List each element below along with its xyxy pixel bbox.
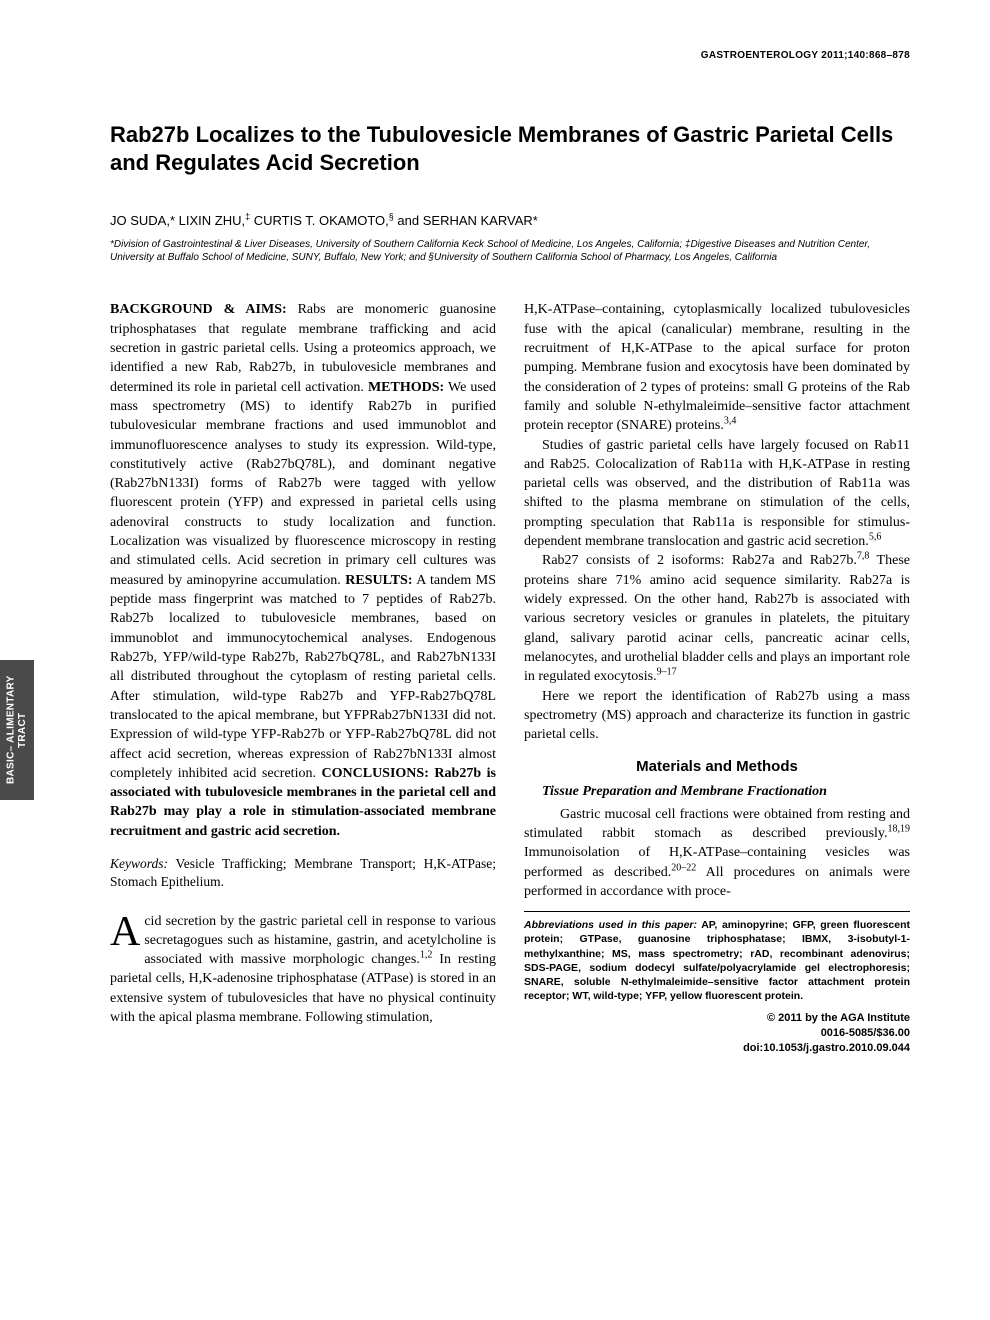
abstract-background-label: BACKGROUND & AIMS: xyxy=(110,302,287,317)
abstract-results-text: A tandem MS peptide mass fingerprint was… xyxy=(110,573,496,781)
copyright-line: © 2011 by the AGA Institute xyxy=(524,1011,910,1026)
intro-p5: Here we report the identification of Rab… xyxy=(524,689,910,743)
intro-para-2: H,K-ATPase–containing, cytoplasmically l… xyxy=(524,300,910,435)
keywords-text: Vesicle Trafficking; Membrane Transport;… xyxy=(110,856,496,889)
footer-meta: © 2011 by the AGA Institute 0016-5085/$3… xyxy=(524,1011,910,1056)
section-heading-methods: Materials and Methods xyxy=(524,757,910,778)
citation-ref[interactable]: 7,8 xyxy=(857,551,870,562)
citation-ref[interactable]: 20–22 xyxy=(671,862,696,873)
intro-para-4: Rab27 consists of 2 isoforms: Rab27a and… xyxy=(524,551,910,686)
methods-p1a: Gastric mucosal cell fractions were obta… xyxy=(524,807,910,841)
abstract-conclusions-label: CONCLUSIONS: xyxy=(322,766,429,781)
subsection-heading-tissue: Tissue Preparation and Membrane Fraction… xyxy=(542,783,910,801)
affiliations: *Division of Gastrointestinal & Liver Di… xyxy=(110,238,910,264)
methods-para-1: Gastric mucosal cell fractions were obta… xyxy=(524,805,910,902)
abstract: BACKGROUND & AIMS: Rabs are monomeric gu… xyxy=(110,300,496,841)
dropcap: A xyxy=(110,912,144,951)
two-column-body: BACKGROUND & AIMS: Rabs are monomeric gu… xyxy=(110,300,910,1056)
intro-p4b: These proteins share 71% amino acid sequ… xyxy=(524,553,910,684)
intro-p2a: H,K-ATPase–containing, cytoplasmically l… xyxy=(524,302,910,433)
intro-para-5: Here we report the identification of Rab… xyxy=(524,687,910,745)
citation-ref[interactable]: 9–17 xyxy=(657,667,677,678)
abstract-results-label: RESULTS: xyxy=(345,573,412,588)
column-right: H,K-ATPase–containing, cytoplasmically l… xyxy=(524,300,910,1056)
authors-text: JO SUDA,* LIXIN ZHU,‡ CURTIS T. OKAMOTO,… xyxy=(110,213,538,228)
article-title: Rab27b Localizes to the Tubulovesicle Me… xyxy=(110,121,910,176)
abstract-methods-text: We used mass spectrometry (MS) to identi… xyxy=(110,380,496,588)
column-left: BACKGROUND & AIMS: Rabs are monomeric gu… xyxy=(110,300,496,1056)
page: GASTROENTEROLOGY 2011;140:868–878 Rab27b… xyxy=(0,0,990,1096)
abbreviations-text: AP, aminopyrine; GFP, green fluorescent … xyxy=(524,919,910,1002)
author-line: JO SUDA,* LIXIN ZHU,‡ CURTIS T. OKAMOTO,… xyxy=(110,212,910,228)
citation-ref[interactable]: 3,4 xyxy=(724,416,737,427)
citation-ref[interactable]: 1,2 xyxy=(420,949,433,960)
abbreviations-box: Abbreviations used in this paper: AP, am… xyxy=(524,911,910,1056)
citation-ref[interactable]: 5,6 xyxy=(869,531,882,542)
intro-p3: Studies of gastric parietal cells have l… xyxy=(524,438,910,550)
issn-line: 0016-5085/$36.00 xyxy=(524,1026,910,1041)
intro-p4a: Rab27 consists of 2 isoforms: Rab27a and… xyxy=(542,553,857,568)
doi-line: doi:10.1053/j.gastro.2010.09.044 xyxy=(524,1041,910,1056)
intro-para-1: Acid secretion by the gastric parietal c… xyxy=(110,912,496,1028)
abbreviations-label: Abbreviations used in this paper: xyxy=(524,919,697,931)
keywords-label: Keywords: xyxy=(110,856,168,871)
running-head: GASTROENTEROLOGY 2011;140:868–878 xyxy=(110,50,910,61)
keywords: Keywords: Vesicle Trafficking; Membrane … xyxy=(110,855,496,891)
abstract-methods-label: METHODS: xyxy=(368,380,444,395)
intro-para-3: Studies of gastric parietal cells have l… xyxy=(524,436,910,552)
citation-ref[interactable]: 18,19 xyxy=(888,823,911,834)
